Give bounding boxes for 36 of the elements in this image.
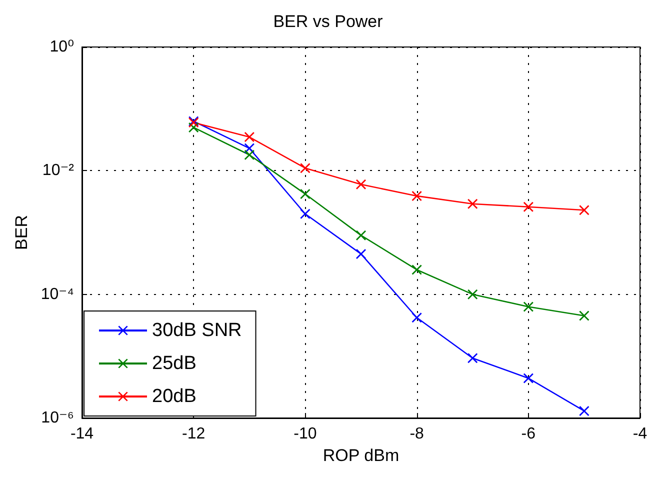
point: [300, 188, 310, 199]
legend-label: 30dB SNR: [152, 320, 242, 341]
x-tick-label: -6: [521, 426, 536, 442]
x-tick-label: -8: [410, 426, 424, 442]
point: [579, 205, 590, 216]
point: [468, 198, 478, 209]
x-tick-label: -4: [632, 426, 648, 442]
point: [412, 190, 422, 201]
point: [244, 132, 254, 142]
x-tick-label: -10: [294, 426, 317, 442]
point: [579, 406, 590, 416]
x-axis-title: ROP dBm: [322, 446, 400, 465]
point: [300, 208, 310, 219]
point: [300, 163, 310, 174]
y-tick-label: 10⁻²: [42, 162, 75, 180]
chart-title: BER vs Power: [273, 12, 384, 31]
legend-label: 20dB: [152, 386, 196, 407]
point: [356, 179, 366, 190]
y-tick-label: 10⁻⁶: [41, 410, 74, 426]
point: [468, 289, 478, 300]
point: [356, 248, 366, 259]
y-tick-label: 10⁰: [50, 38, 74, 56]
point: [579, 310, 590, 321]
point: [356, 230, 366, 240]
point: [468, 353, 478, 364]
point: [412, 312, 422, 323]
y-tick-label: 10⁻⁴: [40, 286, 74, 303]
x-tick-label: -12: [182, 426, 206, 442]
point: [523, 202, 534, 212]
point: [523, 302, 534, 312]
point: [523, 373, 534, 384]
point: [412, 264, 422, 275]
legend-label: 25dB: [152, 353, 196, 374]
y-axis-title: BER: [12, 215, 31, 250]
point: [244, 150, 254, 160]
x-tick-label: -14: [70, 426, 94, 442]
